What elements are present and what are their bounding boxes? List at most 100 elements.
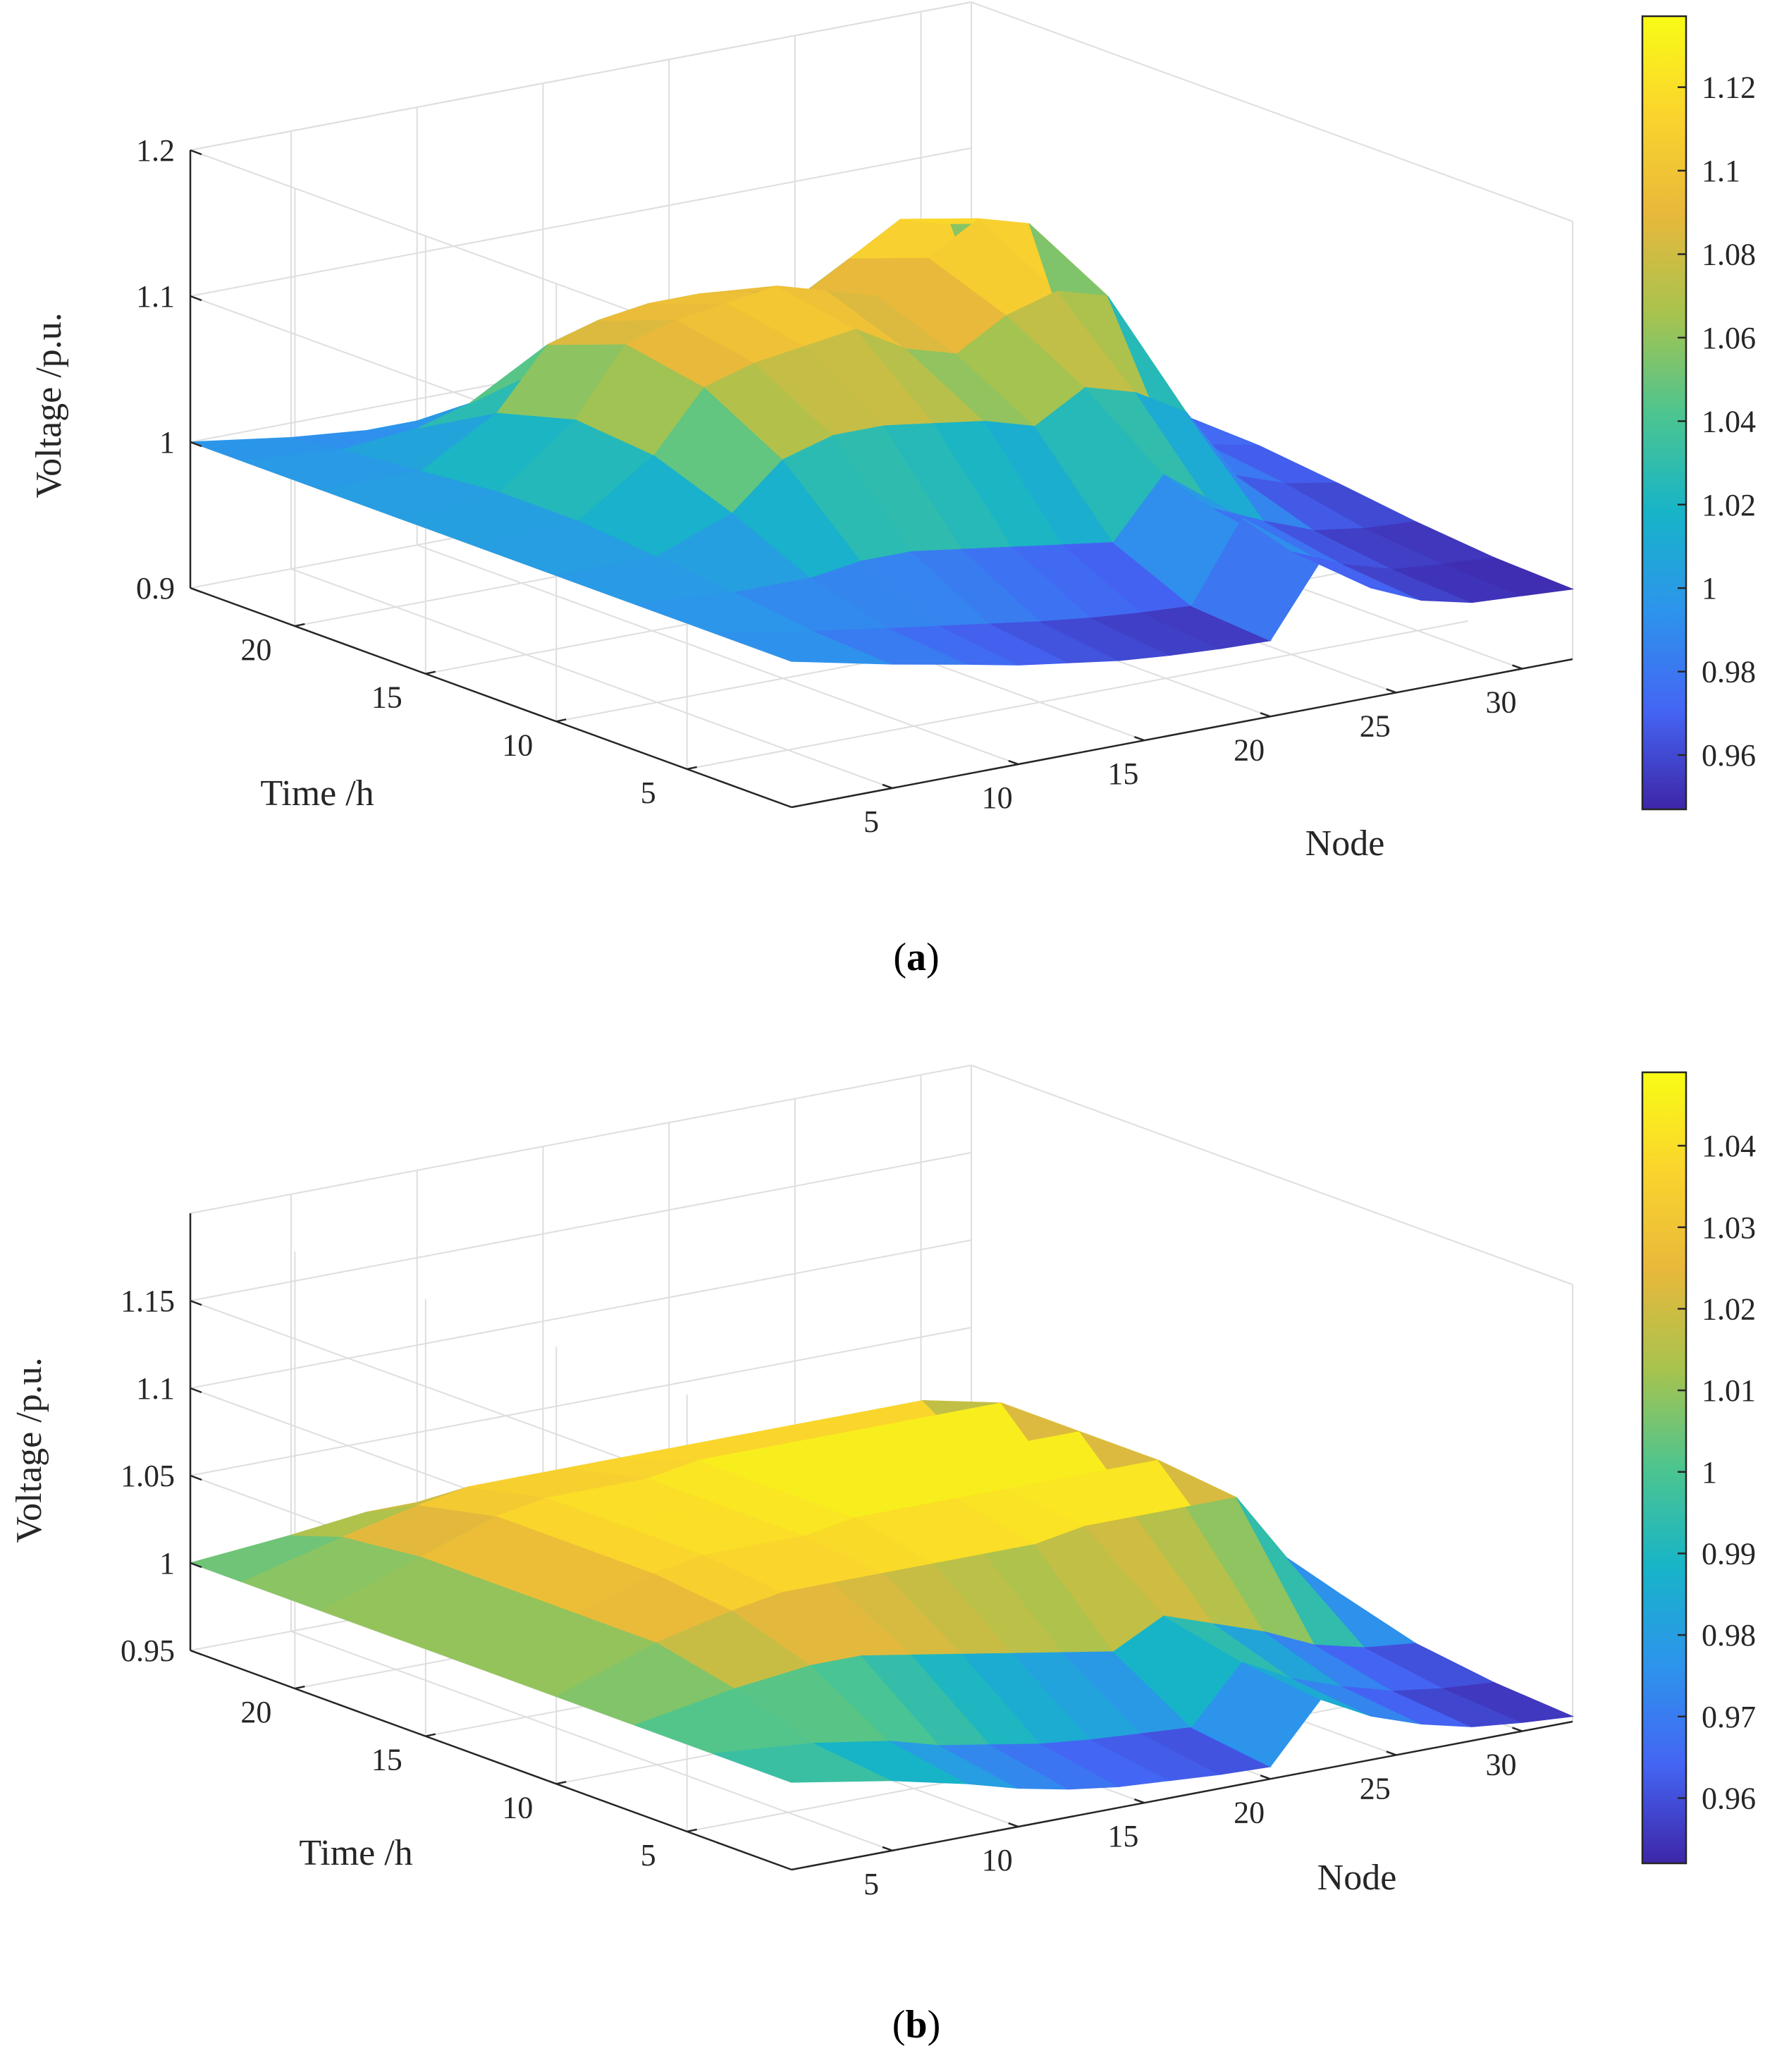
x-tick-label: 10 — [982, 1843, 1013, 1877]
z-axis-label: Voltage /p.u. — [29, 312, 69, 498]
colorbar-tick-label: 1.1 — [1702, 154, 1740, 188]
grid-line — [190, 1152, 972, 1301]
y-axis-label: Time /h — [299, 1833, 412, 1873]
colorbar-tick-label: 1.08 — [1702, 238, 1756, 272]
x-axis-line — [791, 658, 1573, 809]
x-tick — [1512, 664, 1523, 670]
colorbar-tick-label: 1.06 — [1702, 321, 1756, 355]
colorbar-tick-label: 0.98 — [1702, 655, 1756, 689]
grid-line — [290, 1630, 893, 1851]
z-tick — [190, 1649, 202, 1656]
x-tick-label: 5 — [863, 1867, 879, 1901]
x-tick-label: 5 — [863, 804, 879, 839]
y-tick-label: 10 — [502, 1790, 533, 1825]
z-tick — [190, 1299, 202, 1306]
x-tick — [1133, 1798, 1145, 1804]
x-tick — [1260, 1774, 1271, 1780]
x-tick-label: 25 — [1360, 1771, 1391, 1806]
z-tick-label: 1.2 — [136, 133, 175, 168]
box-edge — [971, 1065, 1573, 1285]
colorbar-ramp — [1641, 1071, 1687, 1865]
colorbar: 0.96 0.98 1 1.02 1.04 1.06 1.08 1.1 1.12 — [1641, 15, 1756, 811]
surface-patch — [1442, 1681, 1575, 1723]
x-axis-label: Node — [1317, 1858, 1397, 1898]
y-tick-label: 15 — [371, 680, 402, 715]
y-tick-label: 5 — [641, 776, 656, 810]
x-tick-label: 30 — [1486, 1748, 1517, 1782]
z-axis-label: Voltage /p.u. — [9, 1357, 49, 1543]
colorbar-tick-label: 0.96 — [1702, 738, 1756, 773]
panel-caption: (a) — [893, 936, 939, 979]
z-tick-label: 0.95 — [121, 1633, 175, 1668]
y-tick — [295, 623, 305, 627]
y-tick — [295, 1685, 305, 1690]
panel-a: 5 10 15 20 25 30 5 10 15 20 0.9 1 1.1 1.2 Voltage /p.u… — [29, 1, 1756, 979]
y-tick — [687, 766, 697, 771]
y-axis-line — [190, 587, 792, 809]
grid-line — [190, 147, 972, 297]
x-tick — [1008, 759, 1019, 766]
z-tick — [190, 295, 202, 302]
colorbar-tick-label: 1.02 — [1702, 488, 1756, 522]
colorbar-tick-label: 1.04 — [1702, 404, 1756, 439]
colorbar-tick-label: 1.02 — [1702, 1292, 1756, 1326]
x-tick-label: 15 — [1107, 1819, 1138, 1853]
colorbar-tick-label: 1 — [1702, 571, 1717, 606]
colorbar-tick-label: 0.96 — [1702, 1781, 1756, 1815]
x-tick — [1260, 712, 1271, 718]
surface — [190, 218, 1575, 666]
colorbar-tick-label: 0.99 — [1702, 1536, 1756, 1571]
x-tick-label: 20 — [1234, 732, 1265, 767]
z-tick — [190, 1474, 202, 1481]
x-axis-line — [791, 1720, 1573, 1871]
z-tick-label: 1.15 — [121, 1284, 175, 1318]
y-tick-label: 15 — [371, 1743, 402, 1777]
y-tick — [555, 718, 567, 723]
y-tick-label: 20 — [240, 632, 271, 667]
z-tick-label: 1 — [159, 425, 175, 460]
z-tick-label: 1.05 — [121, 1459, 175, 1493]
x-tick-label: 20 — [1234, 1795, 1265, 1829]
x-tick — [1512, 1727, 1523, 1732]
y-tick-label: 5 — [641, 1838, 656, 1872]
colorbar-tick-label: 1.01 — [1702, 1373, 1756, 1408]
x-tick — [1386, 688, 1397, 694]
colorbar-tick-label: 0.98 — [1702, 1618, 1756, 1653]
x-tick — [1386, 1751, 1397, 1756]
y-tick — [425, 1733, 436, 1737]
colorbar-tick-label: 1.04 — [1702, 1129, 1756, 1163]
z-tick-label: 0.9 — [136, 571, 175, 606]
box-edge — [971, 1, 1573, 222]
y-tick — [687, 1828, 697, 1833]
grid-line — [190, 1327, 972, 1476]
y-tick-label: 20 — [240, 1695, 271, 1729]
z-tick-label: 1.1 — [136, 279, 175, 314]
box-edge — [190, 1065, 972, 1214]
x-tick — [1008, 1822, 1019, 1828]
y-tick — [555, 1781, 567, 1785]
z-tick-label: 1 — [159, 1546, 175, 1581]
z-tick — [190, 149, 202, 156]
x-axis-label: Node — [1305, 823, 1385, 864]
surface — [189, 1399, 1575, 1790]
grid-line — [190, 1239, 972, 1389]
grid-line — [687, 620, 1468, 770]
colorbar-ramp — [1641, 15, 1687, 811]
colorbar-tick-label: 1 — [1702, 1455, 1717, 1490]
surface-patch — [1441, 557, 1575, 596]
box-edge — [190, 1, 972, 151]
grid-line — [417, 544, 1019, 765]
x-tick-label: 25 — [1360, 709, 1391, 743]
z-tick — [190, 441, 202, 448]
x-tick-label: 10 — [982, 780, 1013, 815]
z-tick — [190, 1387, 202, 1394]
z-tick — [190, 587, 202, 594]
panel-b: 5 10 15 20 25 30 5 10 15 20 0.95 1 1.05 1.1 1.15 Voltag… — [9, 1065, 1756, 2047]
axes: 5 10 15 20 25 30 5 10 15 20 0.95 1 1.05 1.1 1.15 — [121, 1213, 1573, 1901]
y-axis-line — [190, 1649, 792, 1871]
grid-line — [290, 568, 893, 789]
x-tick — [882, 783, 893, 790]
y-tick-label: 10 — [502, 728, 533, 762]
x-tick — [1133, 735, 1145, 742]
